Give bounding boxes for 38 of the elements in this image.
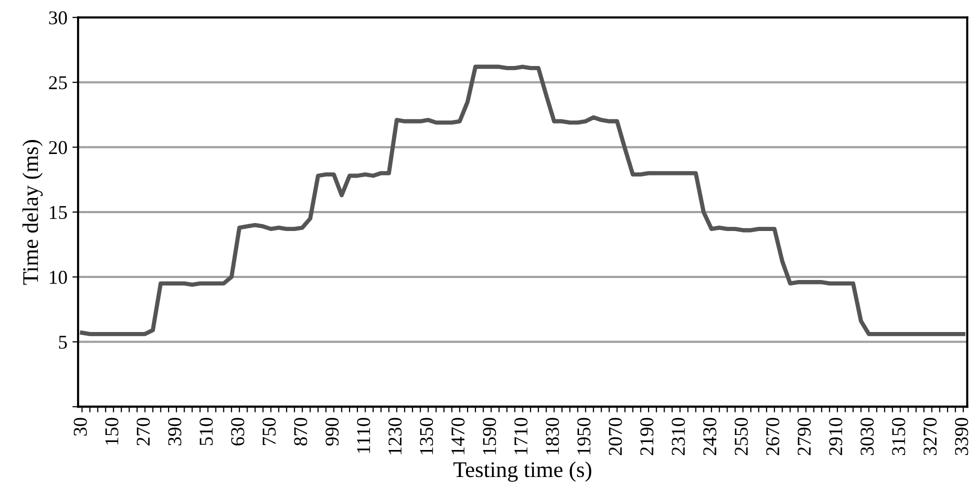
y-tick-label: 15 xyxy=(50,206,67,220)
x-tick-label: 630 xyxy=(231,418,244,446)
x-axis-title: Testing time (s) xyxy=(453,462,592,482)
x-tick-label: 1590 xyxy=(482,418,496,454)
x-tick-label: 1470 xyxy=(451,418,465,454)
x-tick-label: 2310 xyxy=(672,418,685,456)
x-tick-label: 3390 xyxy=(955,418,968,456)
x-tick-label: 1110 xyxy=(357,418,370,453)
x-tick-label: 2070 xyxy=(608,418,622,456)
x-tick-label: 1710 xyxy=(514,418,528,454)
y-tick-label: 25 xyxy=(49,76,67,90)
x-tick-label: 2670 xyxy=(766,418,780,456)
line-series xyxy=(80,64,966,336)
x-tick-label: 150 xyxy=(105,418,118,445)
x-tick-label: 30 xyxy=(74,418,87,436)
x-tick-label: 1950 xyxy=(577,418,590,454)
y-tick-label: 10 xyxy=(50,270,67,284)
x-tick-label: 390 xyxy=(168,418,182,446)
x-tick-label: 2550 xyxy=(734,418,748,456)
x-tick-label: 3030 xyxy=(860,418,874,456)
x-tick-label: 3270 xyxy=(924,418,937,456)
x-tick-label: 750 xyxy=(262,418,276,445)
x-tick-label: 2190 xyxy=(640,418,654,456)
x-tick-label: 990 xyxy=(326,418,339,446)
x-tick-label: 3150 xyxy=(892,418,906,456)
x-tick-label: 1830 xyxy=(546,418,559,454)
x-tick-label: 2790 xyxy=(798,418,811,456)
x-tick-label: 1230 xyxy=(388,418,402,454)
x-tick-label: 2430 xyxy=(703,418,716,456)
x-tick-label: 1350 xyxy=(420,418,434,454)
y-tick-label: 5 xyxy=(59,336,67,349)
x-tick-label: 270 xyxy=(136,418,150,446)
x-tick-label: 870 xyxy=(294,418,308,446)
y-tick-label: 30 xyxy=(49,11,67,24)
x-tick-label: 2910 xyxy=(829,418,842,456)
x-tick-label: 510 xyxy=(200,418,213,446)
y-tick-label: 20 xyxy=(49,141,67,154)
y-axis-title: Time delay (ms) xyxy=(22,140,43,285)
